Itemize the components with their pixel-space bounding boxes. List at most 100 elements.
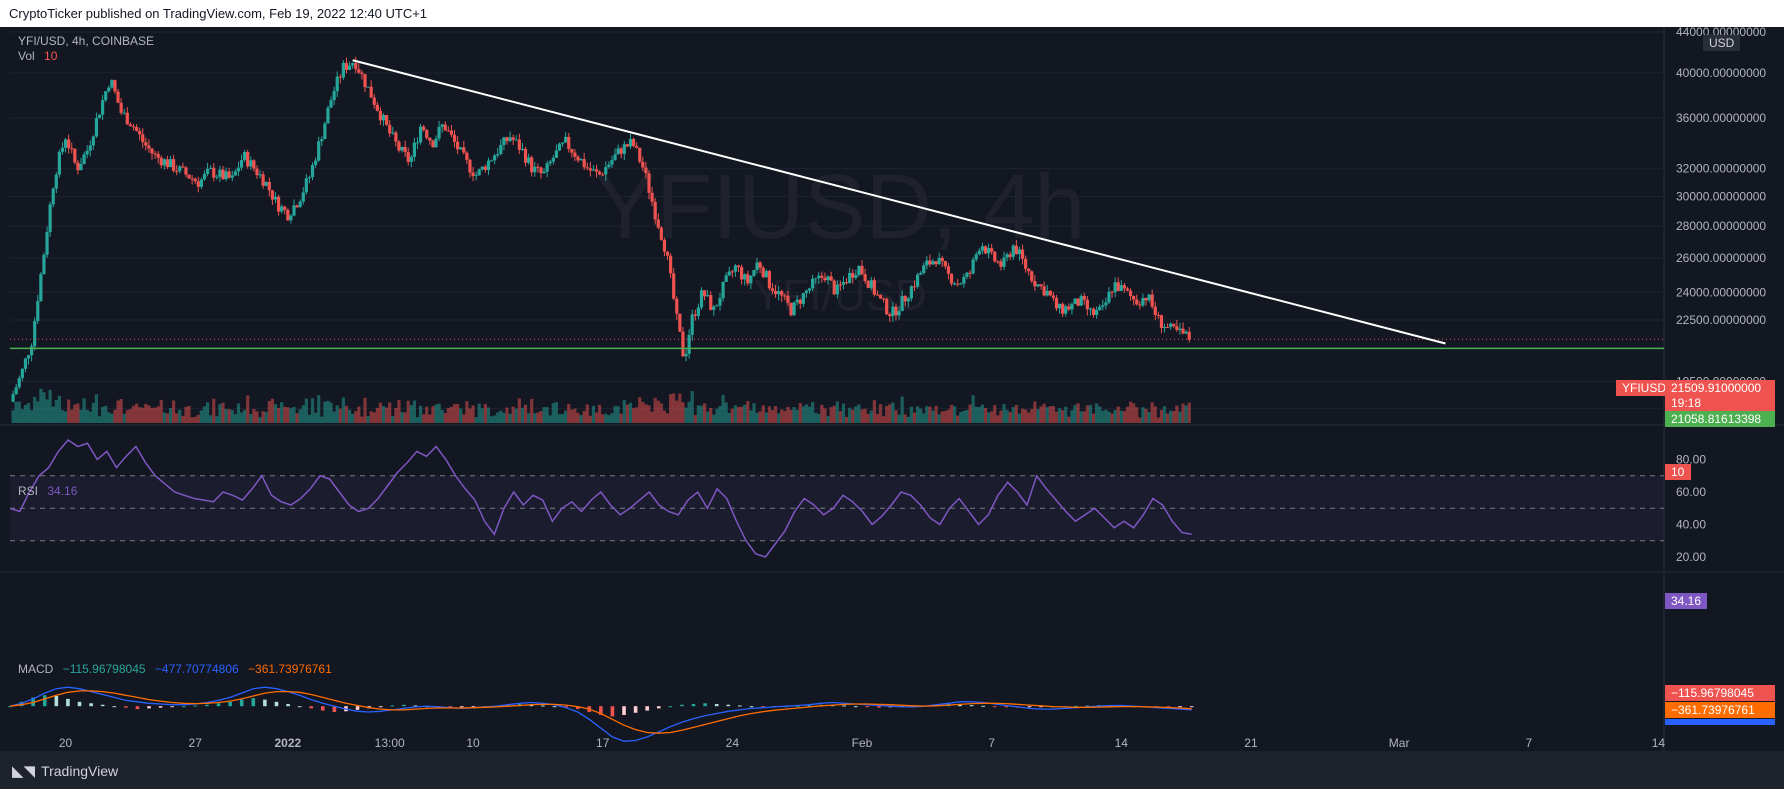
candle-body xyxy=(699,290,704,308)
volume-bar xyxy=(480,408,484,423)
volume-bar xyxy=(906,416,910,423)
candle-body xyxy=(1150,294,1154,307)
tradingview-logo-icon[interactable]: ◣◥ xyxy=(12,763,36,780)
volume-bar xyxy=(1002,404,1006,423)
candle-body xyxy=(307,177,312,179)
rsi-tick-label: 60.00 xyxy=(1676,485,1706,499)
time-tick-label: 14 xyxy=(1115,736,1129,750)
candle-body xyxy=(638,147,642,162)
macd-histogram-bar xyxy=(529,704,534,707)
volume-bar xyxy=(381,405,386,423)
rsi-band xyxy=(10,475,1664,541)
candle-body xyxy=(375,104,379,111)
macd-histogram-bar xyxy=(726,704,731,707)
candle-body xyxy=(885,298,889,315)
candle-body xyxy=(844,282,849,284)
macd-histogram-bar xyxy=(309,706,314,709)
candle-body xyxy=(687,334,691,354)
volume-bar xyxy=(885,405,889,423)
candle-body xyxy=(134,126,139,131)
volume-bar xyxy=(264,412,268,423)
volume-bar xyxy=(415,417,420,423)
macd-legend[interactable]: MACD −115.96798045 −477.70774806 −361.73… xyxy=(18,662,332,676)
candle-body xyxy=(1039,284,1043,287)
chart-canvas[interactable]: YFIUSD, 4h YFI/USD 44000.00000000 40000.0… xyxy=(0,27,1784,753)
volume-bar xyxy=(33,396,37,423)
volume-bar xyxy=(789,409,793,423)
candle-body xyxy=(338,76,342,78)
symbol-legend[interactable]: YFI/USD, 4h, COINBASE xyxy=(18,34,154,48)
macd-histogram-bar xyxy=(564,706,568,708)
volume-bar xyxy=(304,398,308,423)
candle-body xyxy=(63,139,68,148)
volume-bar xyxy=(360,416,364,423)
candle-body xyxy=(943,260,947,267)
volume-bar xyxy=(391,416,395,423)
currency-badge[interactable]: USD xyxy=(1703,35,1741,51)
volume-bar xyxy=(1061,410,1065,423)
candle-body xyxy=(483,166,487,170)
macd-histogram-bar xyxy=(193,705,198,707)
volume-bar xyxy=(477,403,481,423)
volume-bar xyxy=(385,407,389,423)
candle-body xyxy=(783,295,787,297)
volume-bar xyxy=(767,406,771,423)
volume-bar xyxy=(456,403,460,423)
volume-bar xyxy=(712,414,716,423)
volume-bar xyxy=(539,411,543,423)
candle-body xyxy=(980,246,984,251)
macd-histogram-bar xyxy=(749,706,754,708)
candle-body xyxy=(67,139,71,149)
volume-bar xyxy=(912,412,917,423)
rsi-legend[interactable]: RSI 34.16 xyxy=(18,484,77,498)
candle-body xyxy=(514,139,518,141)
volume-bar xyxy=(483,404,487,423)
candle-body xyxy=(1101,305,1105,307)
volume-bar xyxy=(576,412,580,423)
volume-bar xyxy=(1070,410,1074,423)
volume-bar xyxy=(1125,406,1130,423)
footer-brand[interactable]: TradingView xyxy=(41,763,119,779)
volume-bar xyxy=(320,416,324,423)
candle-body xyxy=(267,181,271,191)
volume-bar xyxy=(79,409,83,423)
volume-bar xyxy=(511,406,515,423)
volume-bar xyxy=(184,406,188,423)
volume-bar xyxy=(202,406,207,423)
volume-bar xyxy=(67,399,71,423)
candle-body xyxy=(465,152,469,160)
candle-body xyxy=(280,206,284,212)
candle-body xyxy=(625,144,629,147)
macd-histogram-bar xyxy=(633,706,638,713)
candle-body xyxy=(1104,302,1108,306)
volume-legend[interactable]: Vol 10 xyxy=(18,49,57,63)
candle-body xyxy=(888,314,892,317)
macd-histogram-bar xyxy=(8,706,12,708)
candle-body xyxy=(39,274,43,302)
volume-bar xyxy=(153,407,157,423)
macd-hist-badge-value: −115.96798045 xyxy=(1671,686,1754,700)
rsi-axis[interactable]: 80.00 60.00 40.00 20.00 xyxy=(1676,453,1706,565)
volume-bar xyxy=(471,405,475,423)
volume-bar xyxy=(60,409,65,423)
volume-bar xyxy=(878,404,883,423)
volume-bar xyxy=(610,413,614,423)
candle-body xyxy=(656,219,660,228)
macd-histogram-bar xyxy=(135,706,140,710)
descending-trendline[interactable] xyxy=(352,59,1446,345)
volume-bar xyxy=(125,410,129,423)
macd-histogram-bar xyxy=(622,706,626,715)
volume-bar xyxy=(249,413,253,423)
volume-bar xyxy=(956,415,960,423)
candle-body xyxy=(1070,303,1074,310)
price-tick-label: 40000.00000000 xyxy=(1676,66,1766,80)
candle-body xyxy=(230,175,234,178)
volume-bar xyxy=(949,404,954,423)
candle-body xyxy=(153,153,157,155)
candle-body xyxy=(848,272,852,283)
candle-body xyxy=(814,278,818,280)
macd-histogram-bar xyxy=(1085,705,1090,707)
time-axis[interactable]: 20 27 2022 13:00 10 17 24 Feb 7 14 21 Mar 7 14 xyxy=(59,736,1666,750)
volume-bar xyxy=(628,402,633,423)
volume-bar xyxy=(1076,403,1080,423)
